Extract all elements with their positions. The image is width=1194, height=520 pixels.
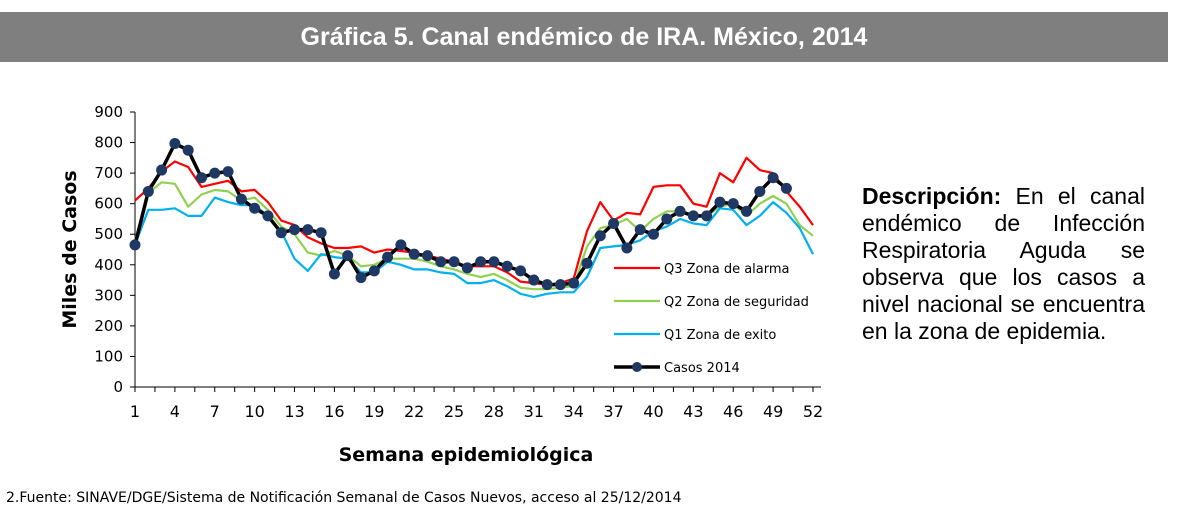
legend-label-1: Q2 Zona de seguridad	[664, 295, 809, 310]
data-point	[421, 250, 433, 262]
x-tick-label: 37	[603, 402, 623, 421]
x-tick-label: 25	[444, 402, 464, 421]
data-point	[435, 256, 447, 268]
y-tick-label: 600	[94, 195, 123, 213]
endemic-channel-chart: 0 100 200 300 400 500 600 700 800 900 1 4 7 10 13 16 19 2…	[59, 103, 823, 466]
x-tick-label: 46	[723, 402, 743, 421]
data-point	[156, 164, 168, 176]
y-tick-label: 300	[94, 286, 123, 304]
y-tick-label: 100	[94, 347, 123, 365]
data-point	[368, 265, 380, 277]
x-tick-label: 4	[170, 402, 180, 421]
data-point	[528, 274, 540, 286]
axes-layer: 0 100 200 300 400 500 600 700 800 900 1 4 7 10 13 16 19 2…	[94, 103, 823, 421]
data-point	[395, 239, 407, 251]
data-point	[475, 256, 487, 268]
data-point	[741, 205, 753, 217]
y-tick-label: 700	[94, 164, 123, 182]
x-tick-label: 52	[803, 402, 823, 421]
data-point	[714, 196, 726, 208]
data-point	[554, 279, 566, 291]
data-point	[581, 257, 593, 269]
x-tick-label: 34	[564, 402, 584, 421]
x-tick-label: 22	[404, 402, 424, 421]
x-tick-label: 16	[324, 402, 344, 421]
data-point	[727, 198, 739, 210]
data-point	[209, 167, 221, 179]
data-point	[674, 205, 686, 217]
data-point	[408, 248, 420, 260]
data-point	[754, 185, 766, 197]
x-axis-label: Semana epidemiológica	[339, 444, 594, 466]
data-point	[568, 277, 580, 289]
x-tick-label: 10	[244, 402, 264, 421]
data-point	[328, 268, 340, 280]
data-point	[780, 182, 792, 194]
data-point	[488, 256, 500, 268]
x-tick-label: 7	[210, 402, 220, 421]
data-point	[647, 228, 659, 240]
y-tick-label: 0	[113, 378, 123, 396]
data-point	[608, 218, 620, 230]
x-tick-label: 1	[130, 402, 140, 421]
legend-label-2: Q1 Zona de exito	[664, 328, 776, 343]
data-point	[129, 239, 141, 251]
data-point	[515, 265, 527, 277]
data-point	[621, 242, 633, 254]
data-point	[355, 272, 367, 284]
data-point	[302, 224, 314, 236]
y-tick-label: 800	[94, 134, 123, 152]
data-point	[169, 137, 181, 149]
data-point	[289, 224, 301, 236]
legend-marker	[632, 362, 642, 372]
x-tick-label: 28	[484, 402, 504, 421]
data-point	[342, 250, 354, 262]
data-point	[182, 144, 194, 156]
y-tick-label: 200	[94, 317, 123, 335]
data-point	[448, 256, 460, 268]
data-point	[195, 172, 207, 184]
data-point	[701, 210, 713, 222]
description-box: Descripción: En el canal endémico de Inf…	[862, 183, 1145, 345]
data-point	[501, 260, 513, 272]
y-tick-label: 400	[94, 256, 123, 274]
data-point	[382, 251, 394, 263]
x-tick-label: 19	[364, 402, 384, 421]
series-layer	[129, 137, 814, 298]
x-tick-label: 40	[643, 402, 663, 421]
x-tick-label: 43	[683, 402, 703, 421]
data-point	[461, 262, 473, 274]
y-tick-label: 500	[94, 225, 123, 243]
data-point	[687, 210, 699, 222]
data-point	[594, 230, 606, 242]
y-axis-label: Miles de Casos	[59, 170, 81, 328]
data-point	[262, 210, 274, 222]
x-tick-label: 13	[284, 402, 304, 421]
data-point	[541, 279, 553, 291]
description-label: Descripción:	[862, 183, 1002, 209]
chart-title: Gráfica 5. Canal endémico de IRA. México…	[300, 22, 868, 51]
data-point	[235, 193, 247, 205]
legend-label-0: Q3 Zona de alarma	[664, 262, 790, 277]
data-point	[315, 227, 327, 239]
data-point	[222, 166, 234, 178]
source-note: 2.Fuente: SINAVE/DGE/Sistema de Notifica…	[6, 490, 682, 506]
x-tick-label: 31	[524, 402, 544, 421]
data-point	[661, 213, 673, 225]
data-point	[767, 172, 779, 184]
legend-label-3: Casos 2014	[664, 361, 740, 376]
data-point	[275, 227, 287, 239]
x-tick-label: 49	[763, 402, 783, 421]
data-point	[142, 185, 154, 197]
y-tick-label: 900	[94, 103, 123, 121]
data-point	[249, 202, 261, 214]
data-point	[634, 224, 646, 236]
description-text: En el canal endémico de Infección Respir…	[862, 183, 1145, 344]
legend: Q3 Zona de alarma Q2 Zona de seguridad Q1 …	[614, 262, 809, 376]
chart-title-bar: Gráfica 5. Canal endémico de IRA. México…	[0, 12, 1168, 62]
